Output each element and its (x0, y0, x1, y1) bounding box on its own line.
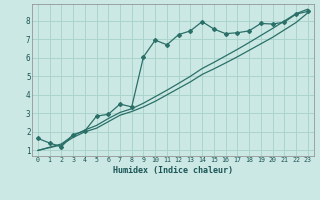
X-axis label: Humidex (Indice chaleur): Humidex (Indice chaleur) (113, 166, 233, 175)
